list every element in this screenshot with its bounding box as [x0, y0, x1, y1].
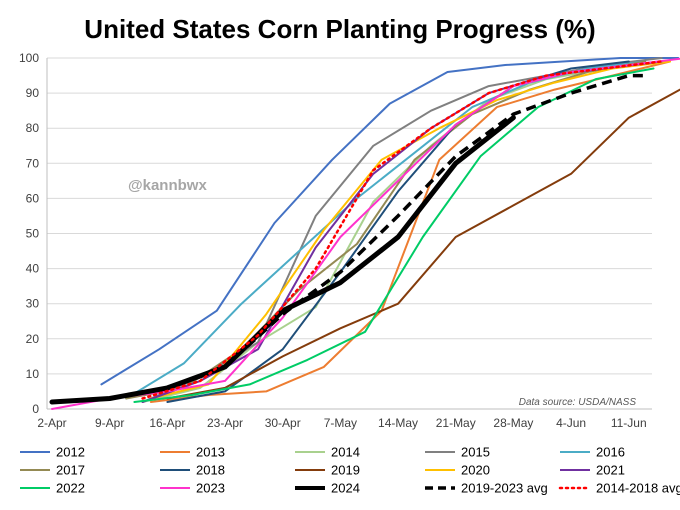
series-line-2022 [133, 67, 655, 403]
legend-label: 2019-2023 avg [461, 481, 548, 496]
watermark: @kannbwx [128, 177, 207, 194]
y-tick-label: 50 [26, 227, 40, 241]
legend-label: 2014-2018 avg [596, 481, 680, 496]
y-tick-label: 60 [26, 191, 40, 205]
legend-label: 2019 [331, 463, 360, 478]
y-tick-label: 90 [26, 86, 40, 100]
series-line-2012 [100, 57, 680, 386]
x-tick-label: 7-May [324, 416, 357, 430]
x-tick-label: 11-Jun [611, 416, 647, 430]
y-tick-label: 70 [26, 156, 40, 170]
series-line-2019 [166, 88, 680, 400]
legend-label: 2018 [196, 463, 225, 478]
x-tick-labels: 2-Apr 9-Apr 16-Apr 23-Apr 30-Apr 7-May 14-May 2… [37, 416, 646, 430]
x-tick-label: 2-Apr [37, 416, 66, 430]
x-tick-label: 28-May [493, 416, 533, 430]
legend-label: 2020 [461, 463, 490, 478]
legend-label: 2023 [196, 481, 225, 496]
legend-label: 2021 [596, 463, 625, 478]
y-grid [47, 57, 652, 375]
source-note: Data source: USDA/NASS [519, 397, 637, 408]
series-line-2024 [49, 115, 516, 405]
y-tick-labels: 0 10 20 30 40 50 60 70 80 90 100 [19, 51, 39, 416]
x-tick-label: 23-Apr [207, 416, 243, 430]
x-tick-label: 4-Jun [556, 416, 586, 430]
series-line-2019-2023-avg [51, 73, 646, 404]
y-tick-label: 40 [26, 262, 40, 276]
y-tick-label: 20 [26, 332, 40, 346]
series-line-2014-2018-avg [141, 60, 663, 400]
legend-label: 2016 [596, 445, 625, 460]
legend-label: 2024 [331, 481, 360, 496]
legend-label: 2015 [461, 445, 490, 460]
y-tick-label: 0 [32, 402, 39, 416]
legend-label: 2012 [56, 445, 85, 460]
y-tick-label: 30 [26, 297, 40, 311]
legend-label: 2013 [196, 445, 225, 460]
chart-title: United States Corn Planting Progress (%) [84, 14, 595, 44]
y-tick-label: 80 [26, 121, 40, 135]
legend-label: 2014 [331, 445, 360, 460]
x-tick-label: 9-Apr [95, 416, 124, 430]
series-line-2013 [149, 60, 671, 403]
y-tick-label: 10 [26, 367, 40, 381]
x-tick-label: 30-Apr [265, 416, 301, 430]
y-tick-label: 100 [19, 51, 39, 65]
legend-label: 2022 [56, 481, 85, 496]
x-tick-label: 21-May [436, 416, 476, 430]
axes [46, 58, 652, 410]
legend: 2012 2013 2014 2015 2016 2017 2018 2019 2020 2021… [20, 445, 680, 496]
plot-series [49, 57, 680, 410]
x-tick-label: 16-Apr [149, 416, 185, 430]
legend-label: 2017 [56, 463, 85, 478]
x-tick-label: 14-May [378, 416, 418, 430]
series-line-2020 [149, 60, 671, 400]
